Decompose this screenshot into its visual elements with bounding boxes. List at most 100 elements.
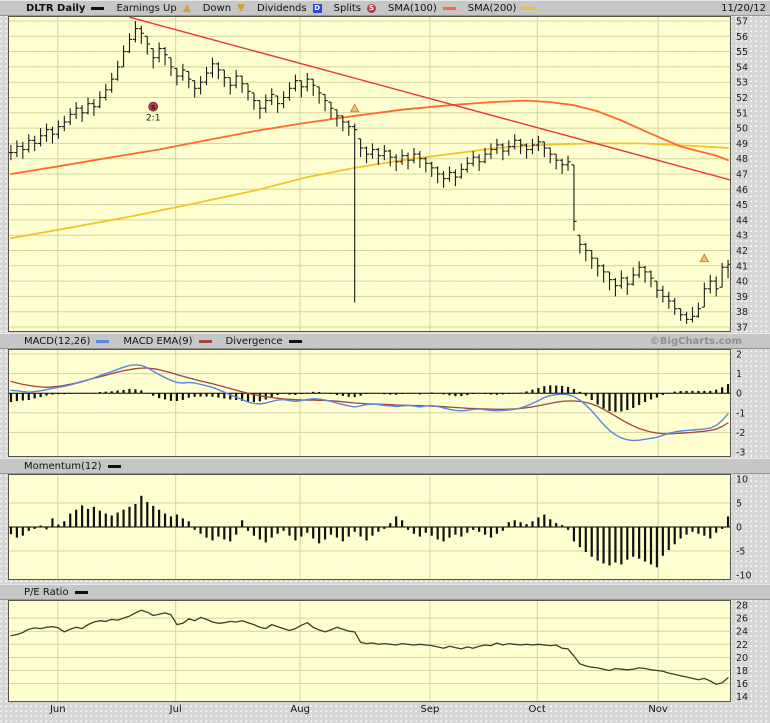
pe-plot-bg xyxy=(8,600,731,702)
svg-text:44: 44 xyxy=(736,215,748,226)
momentum-bars xyxy=(9,495,730,568)
momentum-chart: 10 5 0 -5 -10 xyxy=(8,474,752,582)
svg-text:45: 45 xyxy=(736,200,748,211)
macd-y-axis-labels: 2 1 0 -1 -2 -3 xyxy=(736,350,745,459)
price-series-dash-icon xyxy=(91,6,105,10)
svg-text:14: 14 xyxy=(736,692,748,703)
month-label-oct: Oct xyxy=(528,704,546,715)
x-axis-month-labels: Jun Jul Aug Sep Oct Nov xyxy=(0,703,770,717)
pe-grid xyxy=(8,600,731,702)
svg-text:39: 39 xyxy=(736,292,748,303)
svg-text:S: S xyxy=(151,103,156,111)
chart-date: 11/20/12 xyxy=(721,2,766,14)
svg-text:-10: -10 xyxy=(736,571,752,582)
sma200-dash-icon xyxy=(522,6,536,10)
legend-sma200-label: SMA(200) xyxy=(467,2,517,14)
trendline xyxy=(129,16,732,181)
earnings-up-marker xyxy=(699,253,710,263)
momentum-dash-icon xyxy=(107,464,121,468)
svg-text:28: 28 xyxy=(736,601,748,612)
svg-text:54: 54 xyxy=(736,62,748,73)
month-label-jul: Jul xyxy=(169,704,182,715)
dividend-badge-icon: D xyxy=(312,3,322,13)
legend-splits-label: Splits xyxy=(333,2,362,14)
pe-dash-icon xyxy=(74,590,88,594)
svg-text:-5: -5 xyxy=(736,547,745,558)
price-y-axis-labels: 57 56 55 54 53 52 51 50 49 48 47 46 45 44 43 42 41 40 39 38… xyxy=(736,17,748,334)
svg-text:-3: -3 xyxy=(736,448,745,459)
price-plot-border xyxy=(8,16,731,332)
month-label-nov: Nov xyxy=(648,704,668,715)
momentum-header-bar: Momentum(12) xyxy=(0,458,770,474)
pe-y-axis-labels: 28 26 24 22 20 18 16 14 xyxy=(736,601,748,704)
svg-text:24: 24 xyxy=(736,627,748,638)
macd-line xyxy=(10,364,729,442)
momentum-y-axis-labels: 10 5 0 -5 -10 xyxy=(736,475,752,582)
svg-text:-1: -1 xyxy=(736,408,745,419)
svg-text:42: 42 xyxy=(736,246,748,257)
svg-text:26: 26 xyxy=(736,614,748,625)
macd-label: MACD(12,26) xyxy=(24,335,91,347)
legend-dividends-label: Dividends xyxy=(257,2,307,14)
svg-text:50: 50 xyxy=(736,124,748,135)
svg-text:51: 51 xyxy=(736,108,748,119)
svg-text:53: 53 xyxy=(736,78,748,89)
earnings-up-triangle-icon xyxy=(182,4,191,12)
macd-header-bar: MACD(12,26) MACD EMA(9) Divergence ©BigC… xyxy=(0,333,770,349)
macd-ema-dash-icon xyxy=(198,339,212,343)
pe-label: P/E Ratio xyxy=(24,586,69,598)
svg-text:37: 37 xyxy=(736,323,748,334)
momentum-label: Momentum(12) xyxy=(24,460,102,472)
legend-earnings-down-label: Down xyxy=(202,2,232,14)
pe-header-bar: P/E Ratio xyxy=(0,584,770,600)
sma200-line xyxy=(10,142,729,240)
symbol-title: DLTR Daily xyxy=(26,2,86,14)
svg-text:2: 2 xyxy=(736,350,742,361)
svg-text:46: 46 xyxy=(736,185,748,196)
split-badge-icon: S xyxy=(367,3,377,13)
svg-text:10: 10 xyxy=(736,475,748,486)
svg-text:0: 0 xyxy=(736,523,742,534)
sma100-dash-icon xyxy=(442,6,456,10)
svg-text:1: 1 xyxy=(736,369,742,380)
chart-header-bar: DLTR Daily Earnings Up Down Dividends D … xyxy=(0,0,770,16)
bigcharts-watermark: ©BigCharts.com xyxy=(649,335,742,347)
svg-text:56: 56 xyxy=(736,32,748,43)
svg-text:38: 38 xyxy=(736,307,748,318)
svg-text:49: 49 xyxy=(736,139,748,150)
svg-text:-2: -2 xyxy=(736,428,745,439)
pe-chart: 28 26 24 22 20 18 16 14 xyxy=(8,600,748,704)
svg-text:41: 41 xyxy=(736,261,748,272)
price-chart: 57 56 55 54 53 52 51 50 49 48 47 46 45 44 43 42 41 40 39 38… xyxy=(8,16,748,334)
macd-plot-bg xyxy=(8,349,731,457)
legend-sma100-label: SMA(100) xyxy=(388,2,437,14)
svg-text:0: 0 xyxy=(736,389,742,400)
pe-plot-border xyxy=(8,600,731,702)
svg-text:52: 52 xyxy=(736,93,748,104)
momentum-plot-border xyxy=(8,474,731,580)
divergence-label: Divergence xyxy=(225,335,283,347)
svg-text:48: 48 xyxy=(736,154,748,165)
earnings-up-marker xyxy=(349,103,360,113)
svg-text:40: 40 xyxy=(736,277,748,288)
split-ratio-label: 2:1 xyxy=(146,114,160,124)
svg-text:20: 20 xyxy=(736,653,748,664)
svg-text:22: 22 xyxy=(736,640,748,651)
svg-text:16: 16 xyxy=(736,679,748,690)
legend-earnings-up-label: Earnings Up xyxy=(116,2,177,14)
month-label-sep: Sep xyxy=(420,704,440,715)
macd-line-dash-icon xyxy=(96,339,110,343)
svg-text:18: 18 xyxy=(736,666,748,677)
macd-chart: 2 1 0 -1 -2 -3 xyxy=(8,349,745,459)
divergence-dash-icon xyxy=(288,339,302,343)
macd-ema-label: MACD EMA(9) xyxy=(123,335,193,347)
svg-text:55: 55 xyxy=(736,47,748,58)
month-label-aug: Aug xyxy=(290,704,310,715)
sma100-line xyxy=(10,99,729,175)
earnings-down-triangle-icon xyxy=(237,4,246,12)
split-marker xyxy=(148,101,159,112)
svg-text:43: 43 xyxy=(736,231,748,242)
svg-text:57: 57 xyxy=(736,17,748,28)
pe-line xyxy=(10,609,729,685)
